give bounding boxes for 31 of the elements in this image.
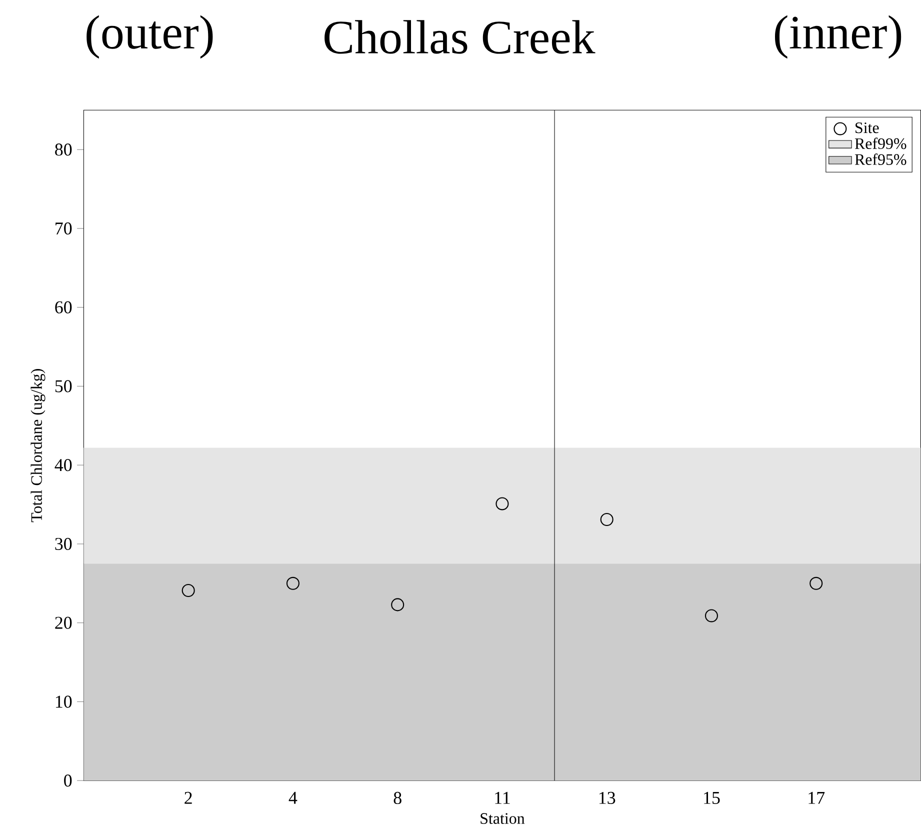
point [810, 576, 823, 590]
point [496, 497, 509, 510]
x-tick-label: 4 [288, 792, 298, 804]
point [600, 512, 614, 526]
y-tick-label: 30 [55, 538, 72, 550]
x-tick-label: 11 [495, 792, 510, 804]
x-tick-label: 17 [808, 792, 825, 804]
y-tick-label: 10 [56, 696, 72, 708]
x-tick-label: 13 [599, 792, 616, 804]
point [286, 576, 300, 590]
y-tick-label: 20 [55, 616, 72, 629]
y-tick-label: 50 [55, 380, 72, 392]
legend-label: Ref99% [854, 138, 906, 150]
x-tick-label: 2 [184, 792, 192, 804]
text: (inner) [775, 15, 902, 59]
y-axis-title: Total Chlordane (ug/kg) [30, 369, 46, 522]
legend-label: Ref95% [854, 154, 906, 165]
y-tick-label: 40 [54, 458, 72, 472]
y-tick-label: 0 [64, 774, 72, 787]
chart-title: Chollas Creek [324, 20, 596, 54]
y-tick-label: 70 [56, 222, 72, 234]
x-tick-label: 8 [394, 792, 402, 804]
point [704, 609, 718, 622]
point [182, 584, 195, 597]
x-tick-label: 15 [704, 792, 720, 804]
y-tick-label: 60 [55, 301, 72, 314]
x-axis-title: Station [480, 813, 525, 824]
legend-label: Site [856, 122, 879, 134]
y-tick-label: 80 [55, 144, 72, 156]
point [391, 598, 404, 612]
text: (outer) [86, 15, 213, 59]
